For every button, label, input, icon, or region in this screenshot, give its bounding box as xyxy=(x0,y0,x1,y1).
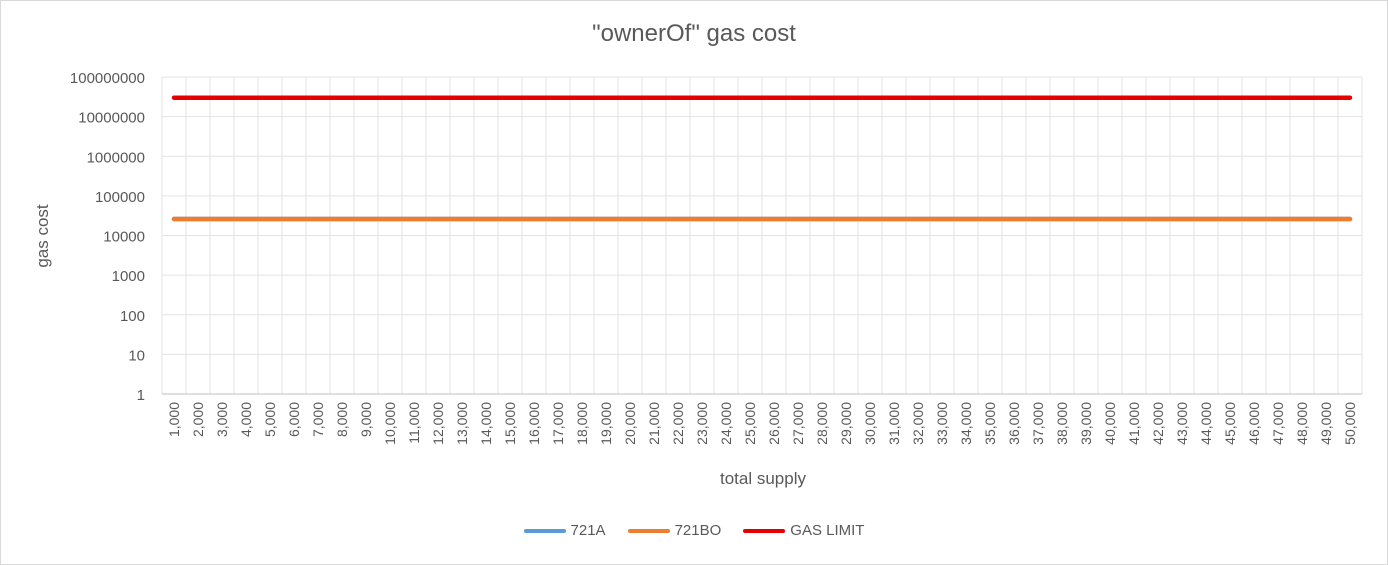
x-tick-label: 6,000 xyxy=(286,402,302,437)
x-tick-label: 45,000 xyxy=(1222,402,1238,445)
legend-entry-721a: 721A xyxy=(523,522,606,539)
legend: 721A 721BO GAS LIMIT xyxy=(0,522,1388,539)
x-tick-label: 26,000 xyxy=(766,402,782,445)
legend-entry-gas-limit: GAS LIMIT xyxy=(743,522,864,539)
x-tick-label: 30,000 xyxy=(862,402,878,445)
y-axis-label: gas cost xyxy=(33,204,52,268)
gridlines xyxy=(161,76,1363,395)
x-tick-label: 13,000 xyxy=(454,402,470,445)
x-tick-label: 24,000 xyxy=(718,402,734,445)
x-tick-label: 36,000 xyxy=(1006,402,1022,445)
x-tick-label: 16,000 xyxy=(526,402,542,445)
x-tick-label: 35,000 xyxy=(982,402,998,445)
y-axis-ticks: 1 10 100 1000 10000 100000 1000000 10000000 1000… xyxy=(70,70,145,404)
x-tick-label: 18,000 xyxy=(574,402,590,445)
x-tick-label: 5,000 xyxy=(262,402,278,437)
x-tick-label: 42,000 xyxy=(1150,402,1166,445)
x-axis-label: total supply xyxy=(720,469,806,488)
x-tick-label: 22,000 xyxy=(670,402,686,445)
y-tick-label: 10 xyxy=(128,347,145,364)
y-tick-label: 1 xyxy=(137,387,145,404)
x-tick-label: 28,000 xyxy=(814,402,830,445)
legend-swatch xyxy=(627,528,670,533)
x-tick-label: 37,000 xyxy=(1030,402,1046,445)
y-tick-label: 1000000 xyxy=(87,149,145,166)
x-tick-label: 29,000 xyxy=(838,402,854,445)
x-tick-label: 41,000 xyxy=(1126,402,1142,445)
x-tick-label: 23,000 xyxy=(694,402,710,445)
y-tick-label: 100000 xyxy=(95,189,145,206)
x-tick-label: 21,000 xyxy=(646,402,662,445)
x-axis-ticks: 1,000 2,000 3,000 4,000 5,000 6,000 7,000 8,000… xyxy=(166,402,1358,445)
x-tick-label: 46,000 xyxy=(1246,402,1262,445)
x-tick-label: 20,000 xyxy=(622,402,638,445)
x-tick-label: 50,000 xyxy=(1342,402,1358,445)
x-tick-label: 8,000 xyxy=(334,402,350,437)
x-tick-label: 49,000 xyxy=(1318,402,1334,445)
x-tick-label: 12,000 xyxy=(430,402,446,445)
x-tick-label: 10,000 xyxy=(382,402,398,445)
legend-entry-721bo: 721BO xyxy=(627,522,722,539)
y-tick-label: 1000 xyxy=(112,268,145,285)
legend-swatch xyxy=(743,528,786,533)
x-tick-label: 34,000 xyxy=(958,402,974,445)
x-tick-label: 14,000 xyxy=(478,402,494,445)
x-tick-label: 4,000 xyxy=(238,402,254,437)
x-tick-label: 1,000 xyxy=(166,402,182,437)
x-tick-label: 17,000 xyxy=(550,402,566,445)
x-tick-label: 31,000 xyxy=(886,402,902,445)
x-tick-label: 44,000 xyxy=(1198,402,1214,445)
x-tick-label: 32,000 xyxy=(910,402,926,445)
legend-label: 721A xyxy=(570,522,606,539)
x-tick-label: 27,000 xyxy=(790,402,806,445)
x-tick-label: 7,000 xyxy=(310,402,326,437)
y-tick-label: 10000000 xyxy=(78,110,145,127)
x-tick-label: 11,000 xyxy=(406,402,422,444)
y-tick-label: 100000000 xyxy=(70,70,145,87)
x-tick-label: 47,000 xyxy=(1270,402,1286,445)
x-tick-label: 33,000 xyxy=(934,402,950,445)
x-tick-label: 48,000 xyxy=(1294,402,1310,445)
x-tick-label: 25,000 xyxy=(742,402,758,445)
x-tick-label: 2,000 xyxy=(190,402,206,437)
x-tick-label: 38,000 xyxy=(1054,402,1070,445)
y-tick-label: 10000 xyxy=(103,229,145,246)
x-tick-label: 39,000 xyxy=(1078,402,1094,445)
x-tick-label: 9,000 xyxy=(358,402,374,437)
x-tick-label: 43,000 xyxy=(1174,402,1190,445)
x-tick-label: 19,000 xyxy=(598,402,614,445)
chart-title: "ownerOf" gas cost xyxy=(592,20,796,47)
legend-swatch xyxy=(523,528,566,533)
legend-label: GAS LIMIT xyxy=(790,522,865,539)
x-tick-label: 40,000 xyxy=(1102,402,1118,445)
x-tick-label: 15,000 xyxy=(502,402,518,445)
series-lines xyxy=(171,95,1353,222)
y-tick-label: 100 xyxy=(120,308,145,325)
x-tick-label: 3,000 xyxy=(214,402,230,437)
legend-label: 721BO xyxy=(674,522,722,539)
